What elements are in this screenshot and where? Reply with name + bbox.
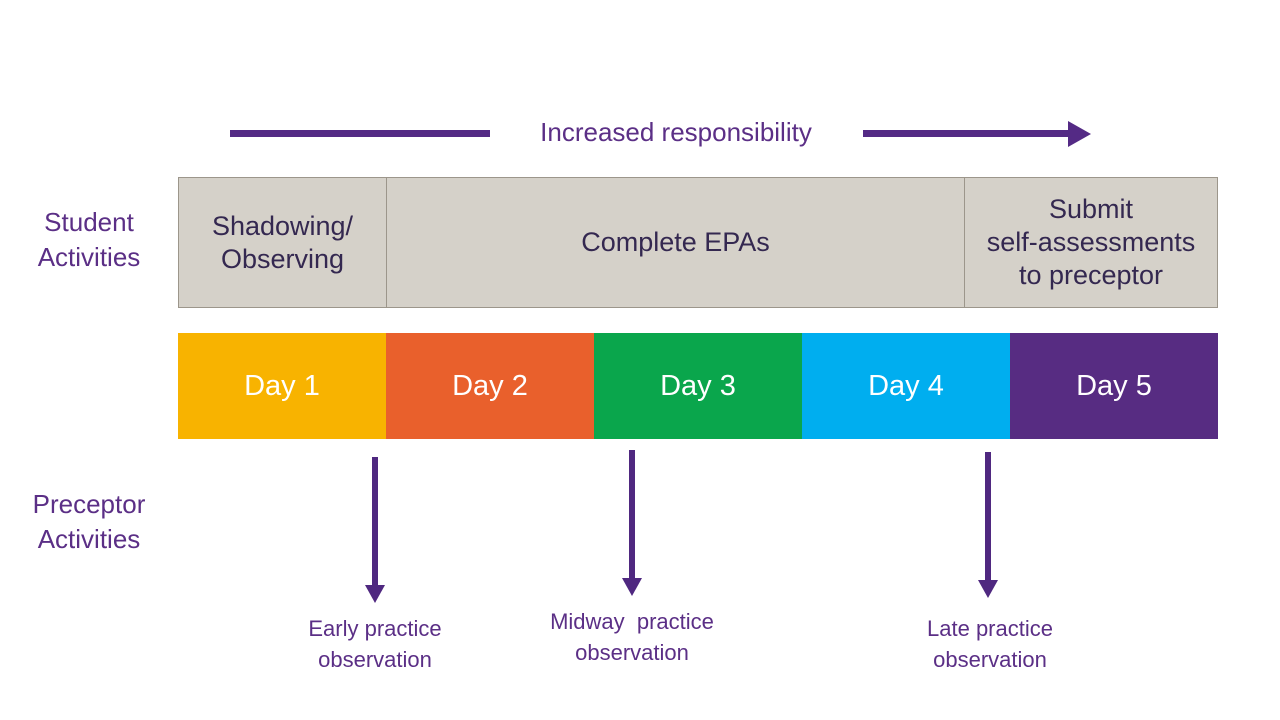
student-activities-label: Student Activities [37,207,141,272]
midway-practice-observation-label: Midway practice observation [550,609,714,665]
responsibility-arrow-left-segment [230,130,490,137]
increased-responsibility-label: Increased responsibility [540,117,812,147]
right-arrowhead-icon [1068,121,1091,147]
day-2-segment: Day 2 [386,333,594,439]
arrowhead-icon [365,585,385,603]
arrow-shaft [629,450,635,578]
arrow-shaft [985,452,991,580]
student-activities-bar: Shadowing/ Observing Complete EPAs Submi… [178,177,1218,308]
day-1-segment: Day 1 [178,333,386,439]
day-4-segment: Day 4 [802,333,1010,439]
arrowhead-icon [622,578,642,596]
day-3-segment: Day 3 [594,333,802,439]
day-timeline-bar: Day 1 Day 2 Day 3 Day 4 Day 5 [178,333,1218,439]
responsibility-arrow-right-shaft [863,130,1069,137]
section-shadowing-observing: Shadowing/ Observing [211,210,354,274]
arrow-shaft [372,457,378,585]
late-practice-observation-label: Late practice observation [927,616,1053,672]
section-complete-epas: Complete EPAs [386,178,964,307]
section-submit-self-assessments: Submit self-assessments to preceptor [964,178,1217,307]
preceptor-activities-label: Preceptor Activities [32,489,146,554]
day-5-segment: Day 5 [1010,333,1218,439]
arrowhead-icon [978,580,998,598]
early-practice-observation-label: Early practice observation [308,616,442,672]
